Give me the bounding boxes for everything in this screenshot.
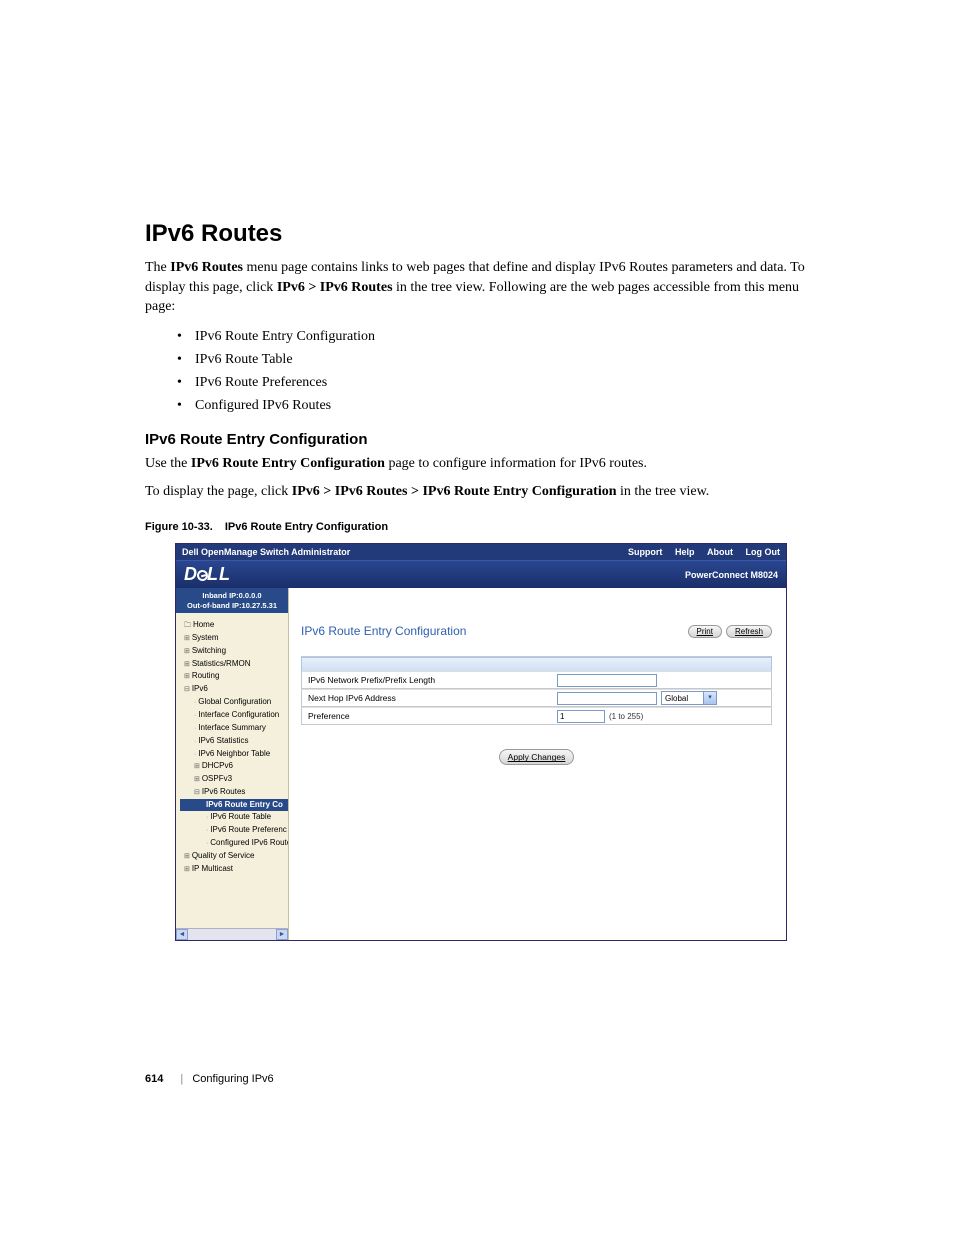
form-header: [301, 657, 772, 671]
list-item: IPv6 Route Table: [177, 348, 809, 371]
brand-bar: DLL PowerConnect M8024: [176, 560, 786, 588]
separator: |: [180, 1073, 183, 1085]
support-link[interactable]: Support: [628, 547, 663, 557]
nav-sidebar: Inband IP:0.0.0.0 Out-of-band IP:10.27.5…: [176, 588, 289, 940]
tree-item-routing[interactable]: Routing: [180, 670, 288, 683]
nexthop-scope-select[interactable]: Global ▾: [661, 691, 717, 705]
tree-item-configured-routes[interactable]: Configured IPv6 Route: [180, 837, 288, 850]
body-paragraph: Use the IPv6 Route Entry Configuration p…: [145, 454, 809, 474]
topbar-links: Support Help About Log Out: [618, 547, 780, 557]
tree-item-statistics[interactable]: Statistics/RMON: [180, 658, 288, 671]
page-title: IPv6 Routes: [145, 220, 809, 248]
scroll-right-icon[interactable]: ►: [276, 929, 288, 940]
tree-item-interface-summary[interactable]: Interface Summary: [180, 722, 288, 735]
chapter-name: Configuring IPv6: [192, 1073, 273, 1085]
nexthop-input[interactable]: [557, 692, 657, 705]
text: in the tree view.: [617, 484, 710, 499]
page-footer: 614 | Configuring IPv6: [145, 1073, 274, 1085]
preference-range-hint: (1 to 255): [609, 712, 643, 721]
dell-logo: DLL: [184, 564, 231, 585]
tree-item-route-table[interactable]: IPv6 Route Table: [180, 811, 288, 824]
tree-item-ipv6[interactable]: IPv6: [180, 683, 288, 696]
tree-item-switching[interactable]: Switching: [180, 645, 288, 658]
body-paragraph: To display the page, click IPv6 > IPv6 R…: [145, 482, 809, 502]
ip-info-block: Inband IP:0.0.0.0 Out-of-band IP:10.27.5…: [176, 588, 288, 613]
figure-caption: Figure 10-33. IPv6 Route Entry Configurat…: [145, 521, 809, 533]
text-bold: IPv6 > IPv6 Routes > IPv6 Route Entry Co…: [292, 484, 617, 499]
tree-item-neighbor-table[interactable]: IPv6 Neighbor Table: [180, 748, 288, 761]
refresh-button[interactable]: Refresh: [726, 625, 772, 638]
out-of-band-ip: Out-of-band IP:10.27.5.31: [180, 601, 284, 610]
tree-item-ipv6-routes[interactable]: IPv6 Routes: [180, 786, 288, 799]
tree-item-ipv6-statistics[interactable]: IPv6 Statistics: [180, 735, 288, 748]
tree-item-ospfv3[interactable]: OSPFv3: [180, 773, 288, 786]
tree-item-route-preferences[interactable]: IPv6 Route Preferenc: [180, 824, 288, 837]
subsection-heading: IPv6 Route Entry Configuration: [145, 431, 809, 448]
intro-paragraph: The IPv6 Routes menu page contains links…: [145, 258, 809, 317]
tree-item-interface-config[interactable]: Interface Configuration: [180, 709, 288, 722]
tree-item-global-config[interactable]: Global Configuration: [180, 696, 288, 709]
panel-title: IPv6 Route Entry Configuration: [301, 624, 466, 638]
text-bold: IPv6 Route Entry Configuration: [191, 456, 385, 471]
preference-input[interactable]: [557, 710, 605, 723]
list-item: IPv6 Route Entry Configuration: [177, 325, 809, 348]
sidebar-scrollbar[interactable]: ◄ ►: [176, 928, 288, 940]
form-row-prefix: IPv6 Network Prefix/Prefix Length: [301, 671, 772, 689]
text: The: [145, 260, 170, 275]
list-item: IPv6 Route Preferences: [177, 371, 809, 394]
help-link[interactable]: Help: [675, 547, 695, 557]
app-title-bar: Dell OpenManage Switch Administrator Sup…: [176, 544, 786, 560]
figure-title: IPv6 Route Entry Configuration: [225, 521, 388, 533]
tree-item-home[interactable]: Home: [180, 619, 288, 632]
page-number: 614: [145, 1073, 163, 1085]
print-button[interactable]: Print: [688, 625, 722, 638]
form-row-nexthop: Next Hop IPv6 Address Global ▾: [301, 689, 772, 707]
embedded-screenshot: Dell OpenManage Switch Administrator Sup…: [175, 543, 787, 941]
main-panel: IPv6 Route Entry Configuration Print Ref…: [289, 588, 786, 940]
app-title: Dell OpenManage Switch Administrator: [182, 547, 350, 557]
inband-ip: Inband IP:0.0.0.0: [180, 591, 284, 600]
tree-item-route-entry-config[interactable]: IPv6 Route Entry Co: [180, 799, 288, 811]
text-bold: IPv6 > IPv6 Routes: [277, 280, 393, 295]
about-link[interactable]: About: [707, 547, 733, 557]
label-nexthop: Next Hop IPv6 Address: [302, 693, 557, 703]
label-prefix: IPv6 Network Prefix/Prefix Length: [302, 675, 557, 685]
text-bold: IPv6 Routes: [170, 260, 243, 275]
product-model: PowerConnect M8024: [685, 570, 778, 580]
tree-item-ip-multicast[interactable]: IP Multicast: [180, 863, 288, 876]
select-value: Global: [665, 694, 688, 703]
text: To display the page, click: [145, 484, 292, 499]
scroll-left-icon[interactable]: ◄: [176, 929, 188, 940]
list-item: Configured IPv6 Routes: [177, 394, 809, 417]
bullet-list: IPv6 Route Entry Configuration IPv6 Rout…: [177, 325, 809, 417]
prefix-input[interactable]: [557, 674, 657, 687]
config-form: IPv6 Network Prefix/Prefix Length Next H…: [301, 656, 772, 725]
apply-changes-button[interactable]: Apply Changes: [499, 749, 575, 765]
tree-item-dhcpv6[interactable]: DHCPv6: [180, 760, 288, 773]
tree-item-system[interactable]: System: [180, 632, 288, 645]
label-preference: Preference: [302, 711, 557, 721]
text: page to configure information for IPv6 r…: [385, 456, 647, 471]
figure-label: Figure 10-33.: [145, 521, 213, 533]
logout-link[interactable]: Log Out: [746, 547, 781, 557]
nav-tree: Home System Switching Statistics/RMON Ro…: [176, 613, 288, 875]
text: Use the: [145, 456, 191, 471]
tree-item-qos[interactable]: Quality of Service: [180, 850, 288, 863]
chevron-down-icon: ▾: [703, 692, 716, 704]
form-row-preference: Preference (1 to 255): [301, 707, 772, 725]
